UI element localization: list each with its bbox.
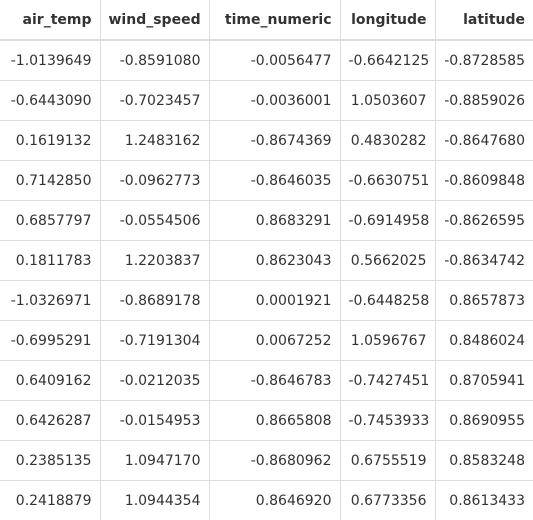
- table-row: 0.1811783 1.2203837 0.8623043 0.5662025 -0.8…: [0, 241, 533, 281]
- table-cell-longitude: -0.7427451: [340, 361, 435, 401]
- table-cell-wind-speed: 1.2483162: [100, 121, 209, 161]
- table-cell-longitude: 1.0503607: [340, 81, 435, 121]
- table-row: 0.6426287 -0.0154953 0.8665808 -0.7453933 0.…: [0, 401, 533, 441]
- table-row: 0.2418879 1.0944354 0.8646920 0.6773356 0.86…: [0, 481, 533, 520]
- table-cell-time-numeric: -0.0036001: [209, 81, 340, 121]
- table-row: -0.6443090 -0.7023457 -0.0036001 1.0503607-…: [0, 81, 533, 121]
- table-cell-air-temp: -1.0326971: [0, 281, 100, 321]
- table-cell-time-numeric: 0.8623043: [209, 241, 340, 281]
- table-cell-latitude: 0.8690955: [435, 401, 533, 441]
- table-cell-longitude: -0.6642125: [340, 40, 435, 81]
- table-cell-time-numeric: -0.8680962: [209, 441, 340, 481]
- table-cell-longitude: -0.6914958: [340, 201, 435, 241]
- table-cell-wind-speed: -0.0154953: [100, 401, 209, 441]
- table-cell-air-temp: 0.7142850: [0, 161, 100, 201]
- table-cell-latitude: -0.8626595: [435, 201, 533, 241]
- column-header-wind-speed: wind_speed: [100, 0, 209, 40]
- table-cell-air-temp: 0.2385135: [0, 441, 100, 481]
- table-cell-wind-speed: 1.2203837: [100, 241, 209, 281]
- table-cell-air-temp: 0.2418879: [0, 481, 100, 520]
- table-cell-wind-speed: -0.7191304: [100, 321, 209, 361]
- table-cell-latitude: 0.8613433: [435, 481, 533, 520]
- table-cell-time-numeric: -0.8674369: [209, 121, 340, 161]
- table-row: 0.6409162 -0.0212035 -0.8646783 -0.7427451 0…: [0, 361, 533, 401]
- table-cell-longitude: -0.7453933: [340, 401, 435, 441]
- table-cell-latitude: -0.8647680: [435, 121, 533, 161]
- table-cell-time-numeric: -0.8646783: [209, 361, 340, 401]
- table-cell-longitude: 0.5662025: [340, 241, 435, 281]
- table-row: 0.2385135 1.0947170 -0.8680962 0.6755519 0.8…: [0, 441, 533, 481]
- table-cell-latitude: -0.8859026: [435, 81, 533, 121]
- table-cell-longitude: 1.0596767: [340, 321, 435, 361]
- table-cell-longitude: 0.4830282: [340, 121, 435, 161]
- table-cell-wind-speed: -0.0962773: [100, 161, 209, 201]
- column-header-longitude: longitude: [340, 0, 435, 40]
- table-cell-time-numeric: 0.0001921: [209, 281, 340, 321]
- table-cell-wind-speed: 1.0947170: [100, 441, 209, 481]
- table-row: 0.1619132 1.2483162 -0.8674369 0.4830282 -0.…: [0, 121, 533, 161]
- table-cell-wind-speed: 1.0944354: [100, 481, 209, 520]
- table-cell-longitude: 0.6755519: [340, 441, 435, 481]
- table-cell-latitude: -0.8609848: [435, 161, 533, 201]
- column-header-latitude: latitude: [435, 0, 533, 40]
- table-cell-latitude: -0.8728585: [435, 40, 533, 81]
- table-cell-air-temp: -0.6443090: [0, 81, 100, 121]
- table-header: air_temp wind_speed time_numeric longitu…: [0, 0, 533, 40]
- table-cell-latitude: 0.8657873: [435, 281, 533, 321]
- table-row: 0.7142850 -0.0962773 -0.8646035 -0.6630751-…: [0, 161, 533, 201]
- table-cell-air-temp: 0.1619132: [0, 121, 100, 161]
- table-row: -0.6995291 -0.7191304 0.0067252 1.0596767 0.…: [0, 321, 533, 361]
- table-cell-time-numeric: -0.8646035: [209, 161, 340, 201]
- table-cell-time-numeric: 0.8665808: [209, 401, 340, 441]
- table-cell-latitude: -0.8634742: [435, 241, 533, 281]
- table-cell-wind-speed: -0.8591080: [100, 40, 209, 81]
- table-cell-time-numeric: -0.0056477: [209, 40, 340, 81]
- table-cell-longitude: 0.6773356: [340, 481, 435, 520]
- table-cell-air-temp: 0.6409162: [0, 361, 100, 401]
- column-header-time-numeric: time_numeric: [209, 0, 340, 40]
- table-row: -1.0326971 -0.8689178 0.0001921 -0.6448258 0…: [0, 281, 533, 321]
- table-cell-wind-speed: -0.8689178: [100, 281, 209, 321]
- table-cell-latitude: 0.8583248: [435, 441, 533, 481]
- table-cell-time-numeric: 0.8646920: [209, 481, 340, 520]
- table-cell-wind-speed: -0.0554506: [100, 201, 209, 241]
- table-cell-longitude: -0.6630751: [340, 161, 435, 201]
- table-cell-latitude: 0.8705941: [435, 361, 533, 401]
- table-cell-air-temp: 0.1811783: [0, 241, 100, 281]
- table-row: -1.0139649 -0.8591080 -0.0056477 -0.6642125…: [0, 40, 533, 81]
- table-cell-time-numeric: 0.0067252: [209, 321, 340, 361]
- table-cell-air-temp: -1.0139649: [0, 40, 100, 81]
- header-row: air_temp wind_speed time_numeric longitu…: [0, 0, 533, 40]
- table-cell-wind-speed: -0.0212035: [100, 361, 209, 401]
- table-cell-longitude: -0.6448258: [340, 281, 435, 321]
- table-cell-time-numeric: 0.8683291: [209, 201, 340, 241]
- column-header-air-temp: air_temp: [0, 0, 100, 40]
- table-row: 0.6857797 -0.0554506 0.8683291 -0.6914958 -0…: [0, 201, 533, 241]
- table-cell-air-temp: 0.6426287: [0, 401, 100, 441]
- table-body: -1.0139649 -0.8591080 -0.0056477 -0.6642125…: [0, 40, 533, 520]
- table-cell-latitude: 0.8486024: [435, 321, 533, 361]
- table-cell-air-temp: 0.6857797: [0, 201, 100, 241]
- table-cell-wind-speed: -0.7023457: [100, 81, 209, 121]
- table-cell-air-temp: -0.6995291: [0, 321, 100, 361]
